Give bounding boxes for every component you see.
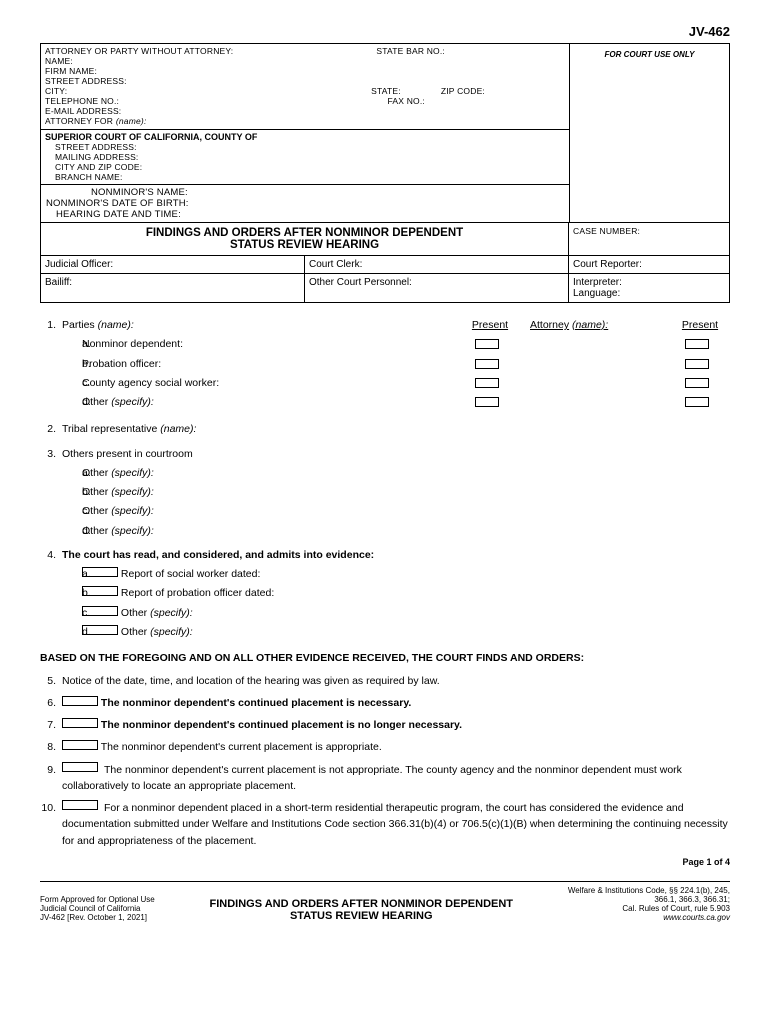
- firm-label: FIRM NAME:: [45, 66, 565, 76]
- q7-checkbox[interactable]: [62, 718, 98, 728]
- tel-label: TELEPHONE NO.:: [45, 96, 119, 106]
- q9: The nonminor dependent's current placeme…: [62, 762, 730, 795]
- q7: The nonminor dependent's continued place…: [62, 717, 730, 733]
- court-use-only: FOR COURT USE ONLY: [569, 44, 729, 222]
- party-d: Other (specify):: [82, 394, 460, 410]
- q4d-checkbox[interactable]: [82, 625, 118, 635]
- city-label: CITY:: [45, 86, 67, 96]
- form-title: FINDINGS AND ORDERS AFTER NONMINOR DEPEN…: [41, 223, 569, 255]
- caption-box: ATTORNEY OR PARTY WITHOUT ATTORNEY: STATE…: [40, 43, 730, 303]
- attorney-for-label: ATTORNEY FOR: [45, 116, 113, 126]
- party-d-present-checkbox[interactable]: [475, 397, 499, 407]
- court-branch: BRANCH NAME:: [55, 172, 565, 182]
- state-label: STATE:: [371, 86, 401, 96]
- party-a-present-checkbox[interactable]: [475, 339, 499, 349]
- q5: Notice of the date, time, and location o…: [62, 673, 730, 689]
- party-c-present-checkbox[interactable]: [475, 378, 499, 388]
- fax-label: FAX NO.:: [388, 96, 426, 106]
- party-b: Probation officer:: [82, 356, 460, 372]
- hearing-dt: HEARING DATE AND TIME:: [51, 209, 565, 220]
- q4d: Other (specify):: [82, 624, 730, 640]
- state-bar-label: STATE BAR NO.:: [376, 46, 445, 56]
- interpreter-cell: Interpreter: Language:: [569, 274, 729, 302]
- case-number-label: CASE NUMBER:: [569, 223, 729, 255]
- nonminor-name: NONMINOR'S NAME:: [91, 187, 565, 198]
- present-header-1: Present: [460, 317, 520, 336]
- q4b: Report of probation officer dated:: [82, 585, 730, 601]
- nonminor-dob: NONMINOR'S DATE OF BIRTH:: [41, 198, 565, 209]
- parties-label: Parties (name):: [62, 317, 460, 333]
- other-personnel: Other Court Personnel:: [305, 274, 569, 302]
- q8-checkbox[interactable]: [62, 740, 98, 750]
- other-a: Other (specify):: [82, 465, 730, 481]
- court-cityzip: CITY AND ZIP CODE:: [55, 162, 565, 172]
- other-b: Other (specify):: [82, 484, 730, 500]
- bailiff: Bailiff:: [41, 274, 305, 302]
- attorney-header: Attorney (name):: [520, 317, 670, 336]
- attorney-b-present-checkbox[interactable]: [685, 359, 709, 369]
- zip-label: ZIP CODE:: [441, 86, 485, 96]
- page-number: Page 1 of 4: [40, 857, 730, 867]
- based-heading: BASED ON THE FOREGOING AND ON ALL OTHER …: [40, 650, 730, 666]
- q4c-checkbox[interactable]: [82, 606, 118, 616]
- q4a-checkbox[interactable]: [82, 567, 118, 577]
- street-label: STREET ADDRESS:: [45, 76, 565, 86]
- q8: The nonminor dependent's current placeme…: [62, 739, 730, 755]
- q4: The court has read, and considered, and …: [62, 547, 730, 563]
- name-label: NAME:: [45, 56, 565, 66]
- other-d: Other (specify):: [82, 523, 730, 539]
- other-c: Other (specify):: [82, 503, 730, 519]
- attorney-for-name: (name):: [116, 116, 147, 126]
- court-label: SUPERIOR COURT OF CALIFORNIA, COUNTY OF: [45, 132, 565, 142]
- q10: For a nonminor dependent placed in a sho…: [62, 800, 730, 849]
- tribal-rep: Tribal representative (name):: [62, 421, 730, 437]
- judicial-officer: Judicial Officer:: [41, 256, 305, 273]
- party-a: Nonminor dependent:: [82, 336, 460, 352]
- court-mailing: MAILING ADDRESS:: [55, 152, 565, 162]
- attorney-d-present-checkbox[interactable]: [685, 397, 709, 407]
- q6-checkbox[interactable]: [62, 696, 98, 706]
- q4b-checkbox[interactable]: [82, 586, 118, 596]
- footer: Form Approved for Optional Use Judicial …: [40, 881, 730, 922]
- q6: The nonminor dependent's continued place…: [62, 695, 730, 711]
- attorney-a-present-checkbox[interactable]: [685, 339, 709, 349]
- item-1-num: 1.: [40, 317, 62, 333]
- q4a: Report of social worker dated:: [82, 566, 730, 582]
- party-c: County agency social worker:: [82, 375, 460, 391]
- attorney-label: ATTORNEY OR PARTY WITHOUT ATTORNEY:: [45, 46, 233, 56]
- court-clerk: Court Clerk:: [305, 256, 569, 273]
- form-number: JV-462: [40, 24, 730, 39]
- q9-checkbox[interactable]: [62, 762, 98, 772]
- email-label: E-MAIL ADDRESS:: [45, 106, 565, 116]
- q4c: Other (specify):: [82, 605, 730, 621]
- attorney-c-present-checkbox[interactable]: [685, 378, 709, 388]
- q10-checkbox[interactable]: [62, 800, 98, 810]
- party-b-present-checkbox[interactable]: [475, 359, 499, 369]
- present-header-2: Present: [670, 317, 730, 336]
- others-present: Others present in courtroom: [62, 446, 730, 462]
- court-street: STREET ADDRESS:: [55, 142, 565, 152]
- court-reporter: Court Reporter:: [569, 256, 729, 273]
